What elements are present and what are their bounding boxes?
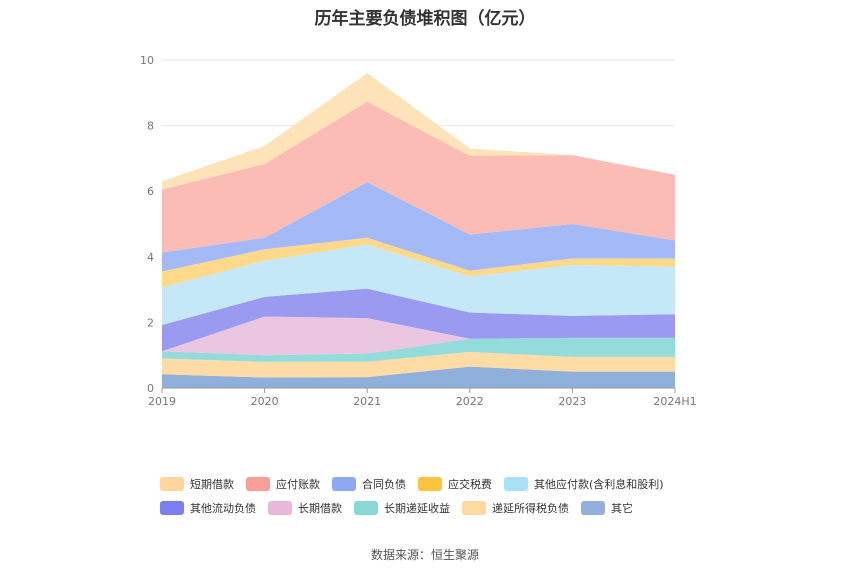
legend-row: 短期借款 应付账款 合同负债 应交税费 其他应付款(含利息和股利) (160, 472, 720, 496)
legend-row: 其他流动负债 长期借款 长期递延收益 递延所得税负债 其它 (160, 496, 720, 520)
legend-item[interactable]: 长期借款 (268, 500, 342, 516)
legend-label: 应付账款 (276, 478, 320, 491)
series-area-0 (162, 366, 675, 388)
legend-swatch (160, 501, 184, 515)
legend-label: 长期递延收益 (384, 502, 450, 515)
legend-label: 短期借款 (190, 478, 234, 491)
chart-title: 历年主要负债堆积图（亿元） (314, 9, 536, 29)
series-area-8 (162, 101, 675, 253)
legend-item[interactable]: 应交税费 (418, 476, 492, 492)
legend-swatch (354, 501, 378, 515)
legend-label: 合同负债 (362, 478, 406, 491)
legend-label: 其他流动负债 (190, 502, 256, 515)
y-tick-label: 8 (147, 120, 154, 133)
legend-swatch (332, 477, 356, 491)
legend-swatch (504, 477, 528, 491)
y-tick-label: 4 (147, 251, 154, 264)
series-area-3 (162, 316, 675, 356)
y-tick-label: 6 (147, 185, 154, 198)
legend-swatch (418, 477, 442, 491)
legend-swatch (160, 477, 184, 491)
x-tick-label: 2022 (456, 395, 484, 408)
y-tick-label: 0 (147, 382, 154, 395)
x-tick-label: 2024H1 (653, 395, 696, 408)
x-tick-label: 2021 (353, 395, 381, 408)
legend-label: 其他应付款(含利息和股利) (534, 478, 664, 491)
y-tick-label: 2 (147, 316, 154, 329)
data-source-label: 数据来源：恒生聚源 (370, 548, 479, 562)
legend-item[interactable]: 其他应付款(含利息和股利) (504, 476, 664, 492)
legend-label: 长期借款 (298, 502, 342, 515)
legend-label: 应交税费 (448, 478, 492, 491)
series-area-7 (162, 182, 675, 272)
legend-label: 递延所得税负债 (492, 502, 569, 515)
series-area-4 (162, 288, 675, 352)
legend-item[interactable]: 其他流动负债 (160, 500, 256, 516)
series-area-2 (162, 337, 675, 362)
legend-swatch (581, 501, 605, 515)
series-area-6 (162, 237, 675, 288)
legend-item[interactable]: 长期递延收益 (354, 500, 450, 516)
legend-item[interactable]: 其它 (581, 500, 633, 516)
legend-label: 其它 (611, 502, 633, 515)
x-tick-label: 2019 (148, 395, 176, 408)
legend-item[interactable]: 递延所得税负债 (462, 500, 569, 516)
series-area-5 (162, 244, 675, 326)
legend-swatch (462, 501, 486, 515)
x-tick-label: 2023 (558, 395, 586, 408)
chart-legend: 短期借款 应付账款 合同负债 应交税费 其他应付款(含利息和股利) 其他流动负债 长期借款… (160, 472, 720, 520)
series-area-1 (162, 351, 675, 378)
legend-swatch (268, 501, 292, 515)
stacked-area-chart: 0 2 4 6 8 10 2019 2020 2021 2022 2023 2024H1 (140, 54, 697, 408)
y-tick-label: 10 (140, 54, 154, 67)
x-tick-label: 2020 (251, 395, 279, 408)
legend-item[interactable]: 应付账款 (246, 476, 320, 492)
legend-item[interactable]: 合同负债 (332, 476, 406, 492)
legend-swatch (246, 477, 270, 491)
legend-item[interactable]: 短期借款 (160, 476, 234, 492)
